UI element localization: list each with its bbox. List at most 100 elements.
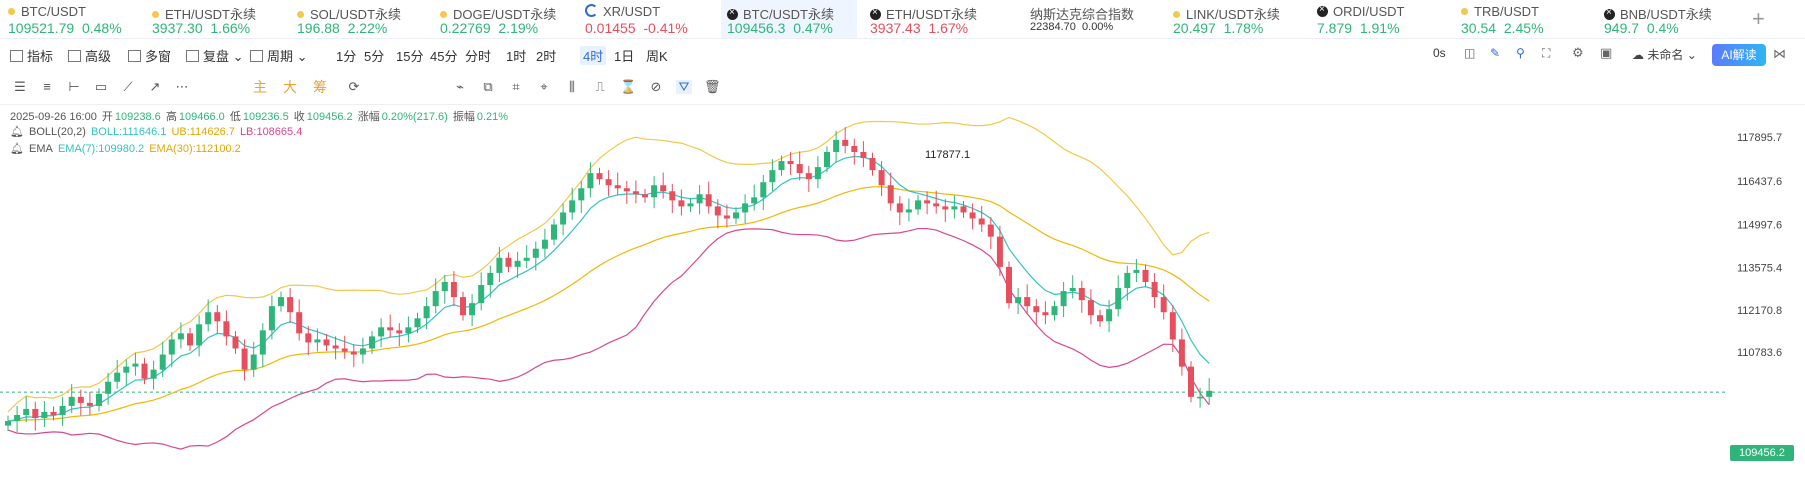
- candle: [123, 359, 130, 386]
- chart-tool-icon[interactable]: ⛛: [676, 80, 692, 94]
- edit-icon[interactable]: ✎: [1490, 46, 1501, 60]
- toolbar-item-1[interactable]: 高级: [68, 46, 111, 65]
- add-tab-icon[interactable]: +: [1752, 6, 1765, 31]
- y-tick-label: 112170.8: [1737, 305, 1782, 317]
- toolbar-item-13[interactable]: 1日: [614, 49, 635, 64]
- layout-icon[interactable]: ▣: [1600, 45, 1613, 60]
- ema7-value: EMA(7):109980.2: [57, 143, 145, 155]
- candle: [96, 388, 102, 412]
- overlay-toggle-1[interactable]: 大: [283, 79, 297, 95]
- ai-analysis-button[interactable]: AI解读: [1712, 44, 1766, 66]
- ticker-10[interactable]: TRB/USDT 30.54 2.45%: [1461, 0, 1599, 38]
- candle: [59, 396, 66, 426]
- overlay-toggle-2[interactable]: 筹: [313, 79, 327, 95]
- toolbar-item-3[interactable]: 复盘 ⌄: [186, 46, 244, 65]
- candle: [960, 200, 967, 218]
- ticker-4[interactable]: XR/USDT 0.01455 -0.41%: [585, 0, 723, 38]
- draw-tool-icon[interactable]: ⟋: [123, 79, 133, 94]
- candle: [1006, 261, 1012, 309]
- ticker-7[interactable]: 纳斯达克综合指数 22384.70 0.00%: [1030, 0, 1168, 38]
- ticker-price: 22384.70 0.00%: [1030, 21, 1114, 33]
- candle: [314, 328, 321, 352]
- toolbar-item-14[interactable]: 周K: [646, 49, 668, 64]
- fullscreen-icon[interactable]: ⛶: [1542, 46, 1551, 60]
- toolbar-item-11[interactable]: 2时: [536, 49, 557, 64]
- candle: [205, 299, 212, 332]
- draw-tool-icon[interactable]: ▭: [94, 79, 108, 94]
- draw-tool-icon[interactable]: ⊢: [68, 79, 80, 94]
- toolbar-item-9[interactable]: 分时: [465, 49, 492, 64]
- boll-lb: LB:108665.4: [239, 126, 303, 138]
- chart-tool-icon[interactable]: 🗑︎: [704, 79, 721, 94]
- candle: [287, 288, 294, 324]
- amplitude-label: 振幅: [452, 111, 475, 123]
- ticker-0[interactable]: BTC/USDT 109521.79 0.48%: [8, 0, 146, 38]
- chart-tool-icon[interactable]: ⟳: [348, 79, 360, 94]
- toolbar-item-6[interactable]: 5分: [364, 49, 385, 64]
- candle: [669, 184, 676, 214]
- layout-selector[interactable]: ☁ 未命名 ⌄: [1632, 48, 1697, 62]
- toolbar-item-10[interactable]: 1时: [506, 49, 527, 64]
- settings-icon[interactable]: ⚙: [1572, 45, 1584, 60]
- candle: [86, 392, 93, 415]
- chart-tool-icon[interactable]: ⫼: [569, 79, 575, 94]
- candle: [605, 170, 612, 197]
- coin-icon: [585, 4, 598, 17]
- candle: [905, 198, 912, 222]
- chart-tool-icon[interactable]: ⌗: [512, 79, 520, 94]
- draw-tool-icon[interactable]: ↗: [149, 79, 161, 94]
- candle: [1142, 264, 1149, 288]
- candle: [814, 156, 821, 189]
- candle: [541, 228, 548, 258]
- coin-icon: [297, 11, 304, 18]
- ticker-name: BNB/USDT永续: [1604, 4, 1712, 23]
- ticker-3[interactable]: DOGE/USDT永续 0.22769 2.19%: [440, 0, 578, 38]
- y-tick-label: 117895.7: [1737, 132, 1782, 144]
- bell-icon[interactable]: 🔔︎: [10, 126, 24, 138]
- ticker-2[interactable]: SOL/USDT永续 196.88 2.22%: [297, 0, 435, 38]
- chart-tool-icon[interactable]: ⌛: [620, 79, 637, 94]
- ticker-name: TRB/USDT: [1461, 4, 1539, 19]
- toolbar-item-8[interactable]: 45分: [430, 49, 458, 64]
- candle: [1060, 281, 1067, 318]
- candle: [150, 360, 157, 390]
- bell-icon[interactable]: 🔔︎: [10, 143, 24, 155]
- candle: [996, 225, 1003, 276]
- camera-icon[interactable]: ◫: [1464, 46, 1476, 60]
- share-icon[interactable]: ⋈: [1773, 46, 1786, 61]
- toolbar-item-12[interactable]: 4时: [580, 46, 607, 65]
- candle: [450, 271, 457, 307]
- toolbar-item-4[interactable]: 周期 ⌄: [250, 46, 308, 65]
- draw-tool-icon[interactable]: ☰: [14, 79, 26, 94]
- toolbar-item-7[interactable]: 15分: [396, 49, 424, 64]
- candle: [241, 339, 248, 381]
- ticker-8[interactable]: LINK/USDT永续 20.497 1.78%: [1173, 0, 1311, 38]
- chart-tool-icon[interactable]: ⌖: [540, 79, 548, 94]
- draw-tool-icon[interactable]: ⋯: [175, 79, 189, 94]
- draw-tool-icon[interactable]: ≡: [43, 79, 51, 94]
- candle: [578, 181, 585, 214]
- candle: [14, 405, 21, 432]
- chart-tool-icon[interactable]: ⊘: [650, 79, 662, 94]
- ticker-price: 20.497 1.78%: [1173, 20, 1264, 36]
- candle: [623, 181, 630, 204]
- link-icon[interactable]: ⚲: [1516, 46, 1525, 60]
- candle: [642, 188, 648, 203]
- chart-tool-icon[interactable]: ⌁: [456, 79, 464, 94]
- toolbar-item-2[interactable]: 多窗: [128, 46, 171, 65]
- candle: [441, 274, 448, 304]
- candle: [751, 184, 758, 211]
- ticker-1[interactable]: ETH/USDT永续 3937.30 1.66%: [152, 0, 290, 38]
- chart-tool-icon[interactable]: ⧉: [483, 79, 493, 94]
- candlestick-chart[interactable]: 117895.7 116437.6 114997.6 113575.4 112170.8…: [0, 105, 1805, 495]
- toolbar-item-0[interactable]: 指标: [10, 46, 53, 65]
- candle: [842, 127, 849, 154]
- chart-tool-icon[interactable]: ⎍: [595, 79, 605, 94]
- overlay-toggle-0[interactable]: 主: [253, 79, 267, 95]
- toolbar-item-5[interactable]: 1分: [336, 49, 357, 64]
- candle: [551, 219, 557, 246]
